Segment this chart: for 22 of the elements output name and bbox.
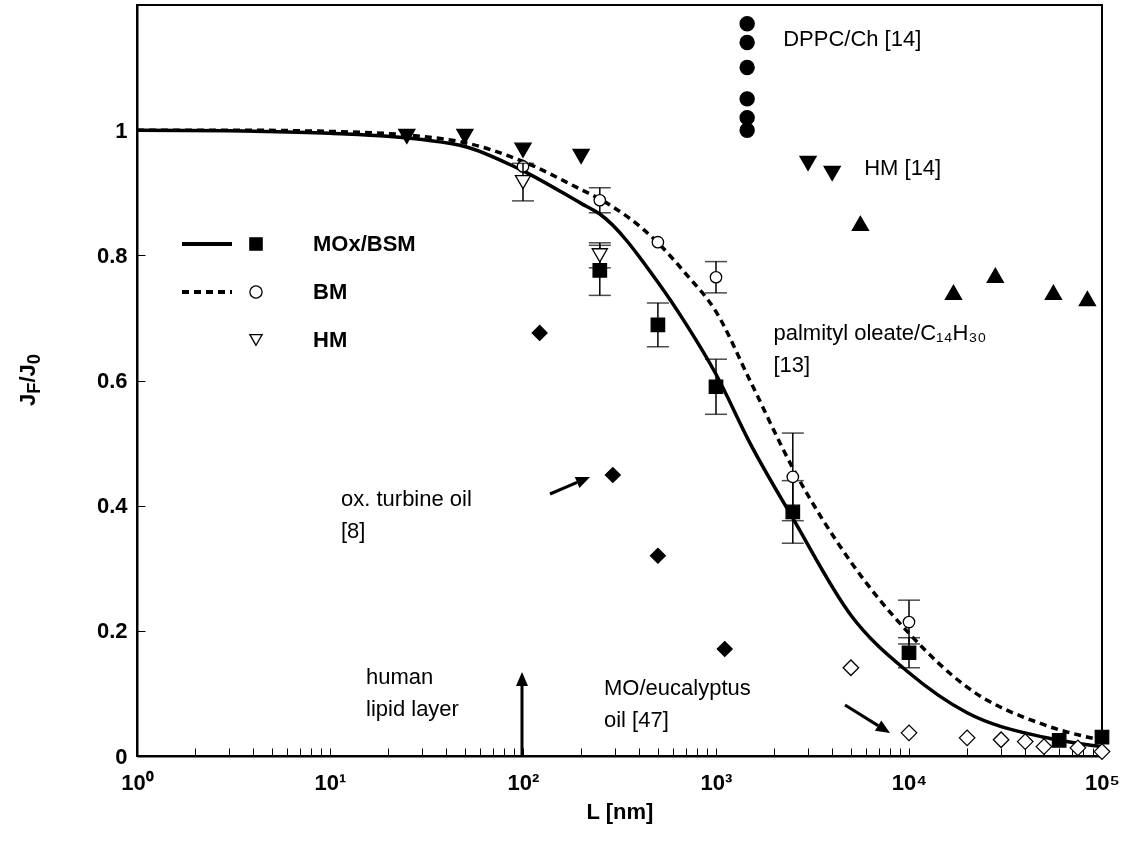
y-tick-label: 1 xyxy=(115,117,128,143)
y-tick-label: 0.2 xyxy=(96,618,128,644)
x-tick-label: 10⁰ xyxy=(121,769,154,795)
x-tick-label: 10² xyxy=(507,769,540,795)
y-tick-label: 0 xyxy=(115,743,128,769)
annotation: MO/eucalyptus oil [47] xyxy=(604,675,751,732)
annotation: ox. turbine oil [8] xyxy=(341,486,472,543)
x-axis-title: L [nm] xyxy=(586,798,654,824)
x-tick-label: 10⁴ xyxy=(891,769,928,795)
x-tick-label: 10³ xyxy=(700,769,733,795)
annotation: palmityl oleate/C₁₄H₃₀ [13] xyxy=(773,320,987,378)
annotation: human lipid layer xyxy=(366,664,459,721)
x-tick-label: 10⁵ xyxy=(1085,769,1120,795)
x-tick-label: 10¹ xyxy=(314,769,347,795)
legend-label: HM xyxy=(313,327,348,352)
legend-label: BM xyxy=(313,279,348,304)
annotation: DPPC/Ch [14] xyxy=(783,25,922,51)
y-tick-label: 0.8 xyxy=(96,242,128,268)
legend-label: MOx/BSM xyxy=(313,231,416,256)
y-tick-label: 0.6 xyxy=(96,368,128,393)
annotation: HM [14] xyxy=(864,155,942,181)
y-tick-label: 0.4 xyxy=(96,493,129,519)
